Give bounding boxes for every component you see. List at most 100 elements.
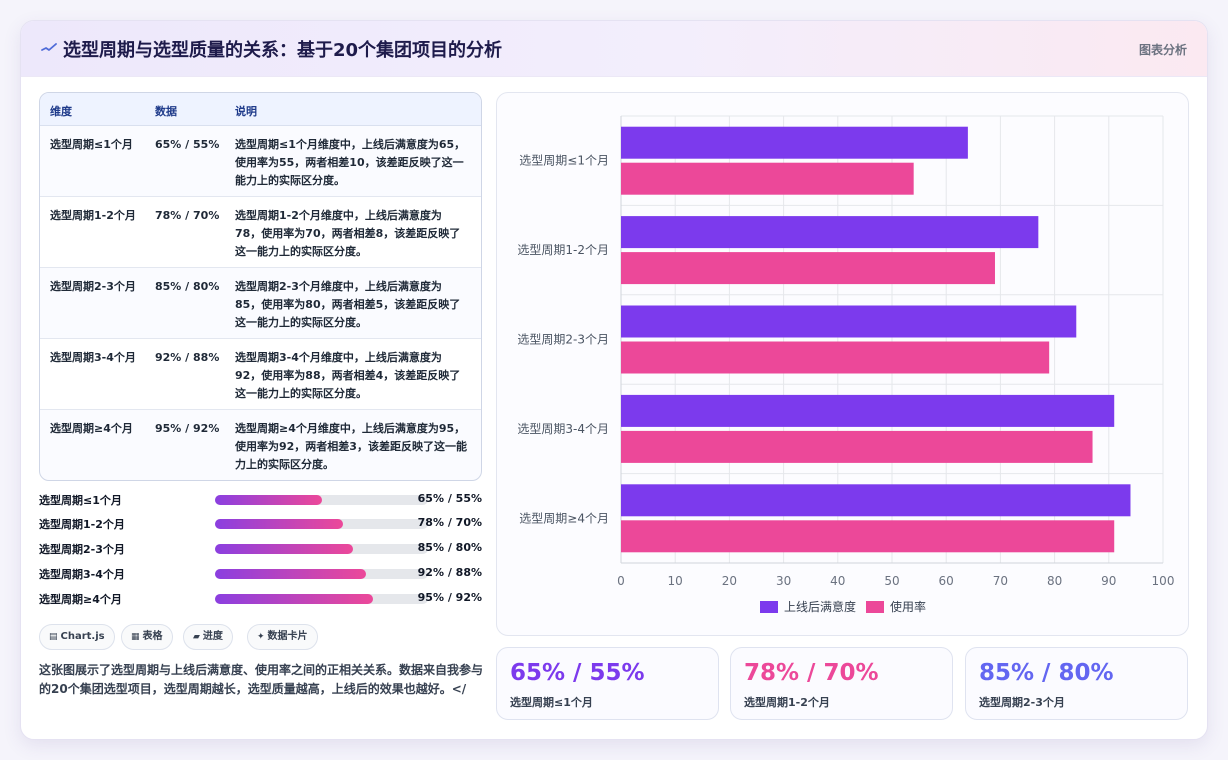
progress-fill bbox=[215, 594, 373, 604]
bar-satisfaction bbox=[621, 484, 1131, 517]
progress-value: 78% / 70% bbox=[417, 516, 482, 529]
chart-line-icon bbox=[41, 43, 57, 51]
x-tick-label: 50 bbox=[884, 574, 899, 588]
progress-row: 选型周期1-2个月 78% / 70% bbox=[39, 516, 482, 532]
y-tick-label: 选型周期2-3个月 bbox=[517, 333, 609, 347]
x-tick-label: 10 bbox=[668, 574, 683, 588]
stat-card: 85% / 80% 选型周期2-3个月 bbox=[965, 647, 1188, 720]
cell-description: 选型周期2-3个月维度中，上线后满意度为85，使用率为80，两者相差5，该差距反… bbox=[235, 280, 461, 329]
x-tick-label: 0 bbox=[617, 574, 625, 588]
chart-icon: ▤ bbox=[49, 632, 58, 642]
table-row: 选型周期≥4个月 95% / 92% 选型周期≥4个月维度中，上线后满意度为95… bbox=[40, 410, 481, 480]
table-row: 选型周期3-4个月 92% / 88% 选型周期3-4个月维度中，上线后满意度为… bbox=[40, 339, 481, 410]
legend-swatch bbox=[866, 601, 884, 613]
progress-value: 85% / 80% bbox=[417, 541, 482, 554]
card-icon: ✦ bbox=[257, 632, 265, 642]
column-header-desc: 说明 bbox=[235, 105, 257, 118]
cell-value: 65% / 55% bbox=[155, 138, 220, 151]
y-tick-label: 选型周期1-2个月 bbox=[517, 243, 609, 257]
y-tick-label: 选型周期≤1个月 bbox=[519, 154, 609, 168]
progress-label: 选型周期≥4个月 bbox=[39, 593, 122, 606]
progress-label: 选型周期2-3个月 bbox=[39, 543, 125, 556]
progress-track bbox=[215, 569, 428, 579]
progress-value: 95% / 92% bbox=[417, 591, 482, 604]
chip-label: 进度 bbox=[202, 631, 223, 642]
chip-table[interactable]: ▦ 表格 bbox=[121, 624, 173, 650]
cell-description: 选型周期≥4个月维度中，上线后满意度为95，使用率为92，两者相差3，该差距反映… bbox=[235, 422, 467, 471]
x-tick-label: 80 bbox=[1047, 574, 1062, 588]
table-row: 选型周期≤1个月 65% / 55% 选型周期≤1个月维度中，上线后满意度为65… bbox=[40, 126, 481, 197]
stat-label: 选型周期≤1个月 bbox=[510, 696, 593, 709]
bar-satisfaction bbox=[621, 216, 1039, 249]
progress-label: 选型周期3-4个月 bbox=[39, 568, 125, 581]
chip-chartjs[interactable]: ▤ Chart.js bbox=[39, 624, 115, 650]
progress-track bbox=[215, 544, 428, 554]
table-row: 选型周期2-3个月 85% / 80% 选型周期2-3个月维度中，上线后满意度为… bbox=[40, 268, 481, 339]
page-title: 选型周期与选型质量的关系：基于20个集团项目的分析 bbox=[63, 40, 503, 61]
table-icon: ▦ bbox=[131, 632, 140, 642]
progress-row: 选型周期3-4个月 92% / 88% bbox=[39, 566, 482, 582]
table-row: 选型周期1-2个月 78% / 70% 选型周期1-2个月维度中，上线后满意度为… bbox=[40, 197, 481, 268]
cell-value: 95% / 92% bbox=[155, 422, 220, 435]
x-tick-label: 60 bbox=[939, 574, 954, 588]
chip-progress[interactable]: ▰ 进度 bbox=[183, 624, 233, 650]
bar-usage bbox=[621, 341, 1050, 374]
cell-dimension: 选型周期2-3个月 bbox=[50, 280, 136, 293]
chart-panel: 0 10 20 30 40 50 60 70 80 90 100 选型周期≤1个月 选型周期1-2个月选… bbox=[496, 92, 1189, 636]
progress-label: 选型周期≤1个月 bbox=[39, 494, 122, 507]
y-tick-label: 选型周期3-4个月 bbox=[517, 422, 609, 436]
stat-label: 选型周期1-2个月 bbox=[744, 696, 830, 709]
stat-label: 选型周期2-3个月 bbox=[979, 696, 1065, 709]
chip-label: 表格 bbox=[142, 631, 163, 642]
stat-value: 65% / 55% bbox=[510, 660, 645, 686]
progress-value: 65% / 55% bbox=[417, 492, 482, 505]
legend-swatch bbox=[760, 601, 778, 613]
progress-row: 选型周期≤1个月 65% / 55% bbox=[39, 492, 482, 508]
cell-description: 选型周期≤1个月维度中，上线后满意度为65，使用率为55，两者相差10，该差距反… bbox=[235, 138, 466, 187]
legend-label: 上线后满意度 bbox=[784, 599, 856, 614]
cell-dimension: 选型周期1-2个月 bbox=[50, 209, 136, 222]
progress-icon: ▰ bbox=[193, 632, 200, 642]
stat-card: 78% / 70% 选型周期1-2个月 bbox=[730, 647, 953, 720]
cell-description: 选型周期3-4个月维度中，上线后满意度为92，使用率为88，两者相差4，该差距反… bbox=[235, 351, 461, 400]
cell-description: 选型周期1-2个月维度中，上线后满意度为78，使用率为70，两者相差8，该差距反… bbox=[235, 209, 461, 258]
cell-value: 92% / 88% bbox=[155, 351, 220, 364]
data-table: 维度 数据 说明 选型周期≤1个月 65% / 55% 选型周期≤1个月维度中，… bbox=[39, 92, 482, 481]
cell-value: 85% / 80% bbox=[155, 280, 220, 293]
chip-label: 数据卡片 bbox=[267, 631, 308, 642]
progress-value: 92% / 88% bbox=[417, 566, 482, 579]
column-header-data: 数据 bbox=[155, 105, 177, 118]
header: 选型周期与选型质量的关系：基于20个集团项目的分析 图表分析 bbox=[21, 21, 1207, 77]
progress-fill bbox=[215, 519, 343, 529]
x-tick-label: 70 bbox=[993, 574, 1008, 588]
chip-label: Chart.js bbox=[60, 631, 105, 642]
bar-usage bbox=[621, 430, 1093, 463]
bar-chart: 0 10 20 30 40 50 60 70 80 90 100 选型周期≤1个月选型周期1-2个月选… bbox=[517, 115, 1175, 614]
x-tick-label: 100 bbox=[1152, 574, 1175, 588]
progress-track bbox=[215, 594, 428, 604]
bar-usage bbox=[621, 520, 1115, 553]
cell-dimension: 选型周期≥4个月 bbox=[50, 422, 133, 435]
header-tag: 图表分析 bbox=[1138, 43, 1187, 57]
bar-usage bbox=[621, 162, 914, 195]
progress-fill bbox=[215, 544, 354, 554]
bar-satisfaction bbox=[621, 126, 968, 159]
progress-fill bbox=[215, 495, 322, 505]
table-header: 维度 数据 说明 bbox=[40, 93, 481, 126]
x-tick-label: 40 bbox=[830, 574, 845, 588]
bar-usage bbox=[621, 252, 995, 285]
progress-row: 选型周期2-3个月 85% / 80% bbox=[39, 541, 482, 557]
cell-value: 78% / 70% bbox=[155, 209, 220, 222]
chip-data-card[interactable]: ✦ 数据卡片 bbox=[247, 624, 318, 650]
bar-satisfaction bbox=[621, 305, 1077, 338]
progress-fill bbox=[215, 569, 367, 579]
cell-dimension: 选型周期≤1个月 bbox=[50, 138, 133, 151]
legend-label: 使用率 bbox=[890, 599, 926, 614]
y-tick-label: 选型周期≥4个月 bbox=[519, 511, 609, 525]
progress-track bbox=[215, 519, 428, 529]
x-tick-label: 90 bbox=[1101, 574, 1116, 588]
bar-satisfaction bbox=[621, 394, 1115, 427]
column-header-dimension: 维度 bbox=[50, 105, 72, 118]
cell-dimension: 选型周期3-4个月 bbox=[50, 351, 136, 364]
stat-card: 65% / 55% 选型周期≤1个月 bbox=[496, 647, 719, 720]
